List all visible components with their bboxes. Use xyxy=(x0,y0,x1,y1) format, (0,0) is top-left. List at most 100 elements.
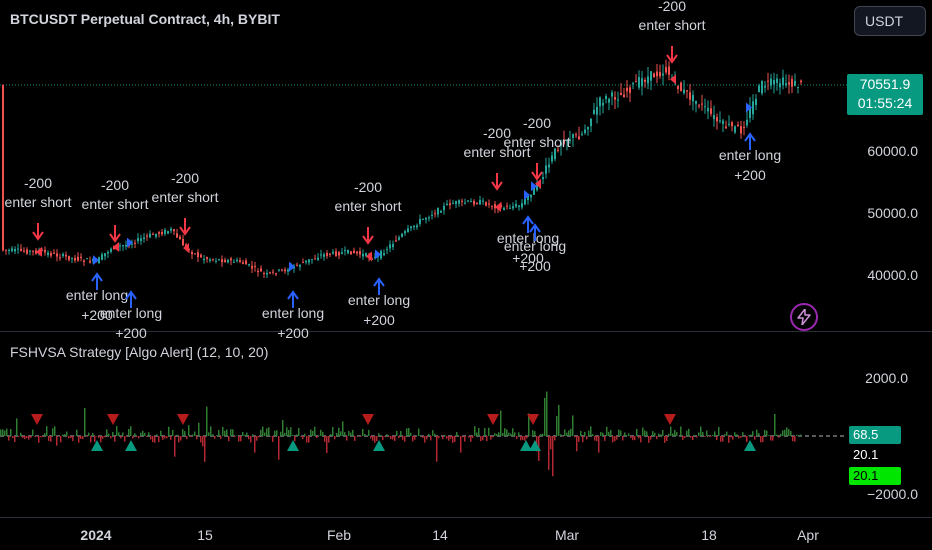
histogram-bar xyxy=(178,436,180,443)
long-triangle-icon xyxy=(373,440,385,451)
candle-body xyxy=(782,77,784,86)
histogram-bar xyxy=(138,436,140,439)
histogram-bar xyxy=(736,434,738,436)
histogram-bar xyxy=(750,434,752,436)
candle-body xyxy=(779,83,781,88)
histogram-bar xyxy=(576,436,578,452)
histogram-bar xyxy=(658,433,660,436)
candle-body xyxy=(728,123,730,125)
candle-body xyxy=(182,238,184,246)
long-flag-icon xyxy=(746,102,752,113)
long-flag-icon xyxy=(93,255,99,266)
histogram-bar xyxy=(188,425,190,436)
histogram-bar xyxy=(208,432,210,436)
histogram-bar xyxy=(150,436,152,440)
histogram-bar xyxy=(324,436,326,442)
histogram-bar xyxy=(34,436,36,437)
candle-body xyxy=(452,203,454,205)
histogram-bar xyxy=(80,436,82,439)
histogram-bar xyxy=(382,436,384,441)
long-triangle-icon xyxy=(287,440,299,451)
short-triangle-icon xyxy=(487,414,499,425)
candle-body xyxy=(686,90,688,92)
signal-label: enter short xyxy=(639,17,706,33)
histogram-bar xyxy=(314,426,316,436)
currency-button[interactable]: USDT xyxy=(854,6,926,36)
candle-body xyxy=(32,250,34,252)
histogram-bar xyxy=(378,433,380,436)
histogram-bar xyxy=(180,436,182,441)
histogram-bar xyxy=(134,433,136,436)
histogram-bar xyxy=(82,436,84,440)
histogram-bar xyxy=(774,413,776,436)
histogram-bar xyxy=(800,434,802,436)
candle-body xyxy=(68,255,70,260)
histogram-bar xyxy=(746,436,748,443)
histogram-bar xyxy=(190,436,192,438)
candle-body xyxy=(722,120,724,124)
histogram-bar xyxy=(740,436,742,438)
histogram-bar xyxy=(552,436,554,477)
histogram-bar xyxy=(370,436,372,439)
candle-body xyxy=(518,205,520,207)
histogram-bar xyxy=(794,436,796,442)
time-axis-label: 18 xyxy=(701,527,717,543)
histogram-bar xyxy=(684,436,686,438)
histogram-bar xyxy=(534,431,536,436)
candle-body xyxy=(698,105,700,107)
short-flag-icon xyxy=(495,202,501,213)
histogram-bar xyxy=(268,427,270,436)
signal-label: -200 xyxy=(523,115,551,131)
candle-body xyxy=(311,259,313,261)
candle-body xyxy=(233,261,235,263)
histogram-bar xyxy=(442,436,444,440)
histogram-bar xyxy=(510,433,512,436)
candle-body xyxy=(239,260,241,263)
histogram-bar xyxy=(94,436,96,443)
indicator-title[interactable]: FSHVSA Strategy [Algo Alert] (12, 10, 20… xyxy=(10,344,269,360)
candle-body xyxy=(482,200,484,202)
histogram-bar xyxy=(144,432,146,436)
candle-body xyxy=(50,253,52,256)
candle-body xyxy=(548,164,550,168)
histogram-bar xyxy=(102,436,104,439)
long-flag-icon xyxy=(524,190,530,200)
candle-body xyxy=(179,236,181,240)
histogram-bar xyxy=(60,436,62,443)
candle-body xyxy=(209,259,211,261)
candle-body xyxy=(467,200,469,202)
candle-body xyxy=(266,272,268,275)
candle-body xyxy=(257,271,259,273)
symbol-title[interactable]: BTCUSDT Perpetual Contract, 4h, BYBIT xyxy=(10,11,280,27)
histogram-bar xyxy=(192,434,194,436)
candle-body xyxy=(503,207,505,210)
candle-body xyxy=(455,201,457,205)
histogram-bar xyxy=(328,436,330,443)
histogram-bar xyxy=(422,436,424,438)
histogram-bar xyxy=(142,430,144,436)
histogram-bar xyxy=(170,436,172,440)
histogram-bar xyxy=(194,431,196,436)
candle-body xyxy=(248,264,250,266)
time-axis-label: Mar xyxy=(555,527,579,543)
short-arrow-icon xyxy=(531,171,543,181)
histogram-bar xyxy=(108,433,110,436)
histogram-bar xyxy=(498,432,500,436)
histogram-bar xyxy=(214,436,216,439)
short-flag-icon xyxy=(183,243,189,253)
histogram-bar xyxy=(140,432,142,436)
last-price-badge: 70551.9 01:55:24 xyxy=(847,74,923,115)
candle-body xyxy=(44,249,46,253)
long-arrow-icon xyxy=(744,132,756,142)
alert-lightning-button[interactable] xyxy=(790,303,818,331)
histogram-bar xyxy=(692,436,694,441)
histogram-bar xyxy=(720,436,722,442)
histogram-bar xyxy=(226,429,228,436)
histogram-bar xyxy=(110,436,112,439)
candle-body xyxy=(608,99,610,103)
histogram-bar xyxy=(694,435,696,436)
candle-body xyxy=(20,248,22,251)
candle-body xyxy=(653,73,655,78)
histogram-bar xyxy=(84,408,86,436)
